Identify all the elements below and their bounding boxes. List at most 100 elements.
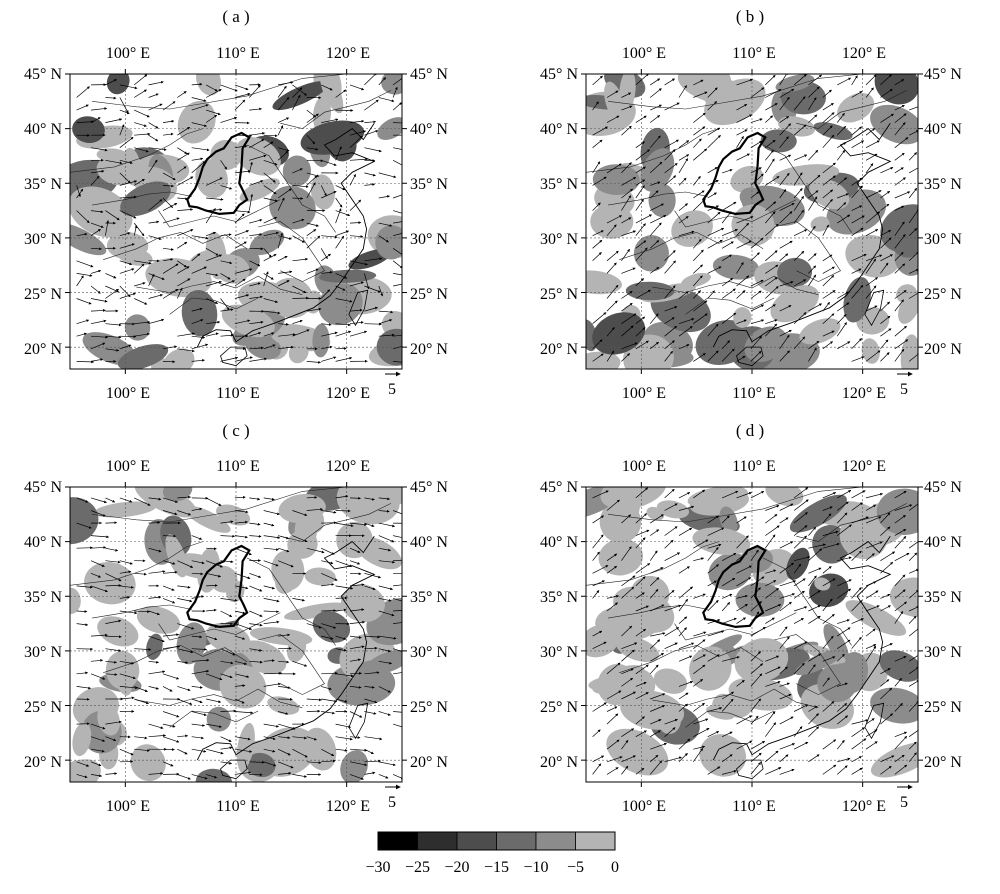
- wind-vectors: [592, 487, 918, 775]
- colorbar-tick-2: −25: [405, 859, 430, 876]
- panel-a-y-right-4: 30° N: [410, 231, 448, 248]
- shade-patch: [287, 635, 307, 663]
- shade-patch: [586, 624, 620, 658]
- colorbar-swatches: [377, 831, 616, 851]
- shade-patch: [269, 185, 316, 230]
- shade-patch: [586, 319, 598, 352]
- panel-a-x-top-2: 110° E: [216, 45, 260, 62]
- panel-d-x-top-2: 110° E: [732, 458, 776, 475]
- panel-c-y-left-3: 35° N: [24, 589, 62, 606]
- shade-patch: [72, 722, 92, 757]
- wind-vectors: [592, 74, 918, 362]
- taiwan-island: [348, 289, 369, 327]
- panel-c-y-right-5: 25° N: [410, 699, 448, 716]
- panel-d-y-right-5: 25° N: [924, 699, 962, 716]
- panel-c-y-right-6: 20° N: [410, 754, 448, 771]
- shade-patch: [734, 638, 789, 683]
- shade-patch: [656, 500, 690, 519]
- panel-c-y-right-4: 30° N: [410, 644, 448, 661]
- panel-d-x-bot-1: 100° E: [622, 798, 666, 815]
- coastline: [712, 122, 892, 348]
- wind-vectors: [76, 74, 402, 364]
- panel-c-y-left-6: 20° N: [24, 754, 62, 771]
- shade-patch: [706, 705, 735, 720]
- shade-patch: [136, 606, 181, 634]
- frame-ticks: [65, 69, 407, 374]
- panel-b-y-right-5: 25° N: [924, 286, 962, 303]
- shade-patch: [355, 487, 402, 508]
- shade-patch: [319, 74, 344, 114]
- panel-d-y-right-3: 35° N: [924, 589, 962, 606]
- shade-patch: [630, 575, 670, 613]
- taiwan-island: [864, 289, 885, 327]
- panel-b-y-left-4: 30° N: [540, 231, 578, 248]
- shade-patch: [813, 122, 853, 141]
- shade-patch: [336, 521, 373, 559]
- panel-d-x-top-1: 100° E: [622, 458, 666, 475]
- shade-patch: [648, 183, 676, 218]
- shade-patch: [184, 505, 231, 533]
- shade-patch: [94, 501, 157, 518]
- panel-b-y-left-1: 45° N: [540, 66, 578, 83]
- shade-patch: [246, 752, 276, 778]
- shade-patch: [284, 602, 347, 621]
- panel-c-axes: 100° E 110° E 120° E 100° E 110° E 120° …: [24, 458, 448, 815]
- shade-patch: [633, 235, 669, 272]
- panel-a: ( a ) 100° E 110° E 120° E 100° E 110° E…: [24, 7, 448, 402]
- shade-patch: [876, 488, 918, 536]
- shade-patch: [106, 74, 130, 95]
- colorbar-tick-1: −30: [365, 859, 390, 876]
- colorbar-bin: [535, 831, 576, 851]
- panel-c-y-right-3: 35° N: [410, 589, 448, 606]
- panel-a-y-right-5: 25° N: [410, 286, 448, 303]
- panel-b-x-bot-3: 120° E: [842, 385, 886, 402]
- province-borders: [586, 74, 908, 315]
- study-region-outline: [186, 131, 251, 216]
- colorbar-bin: [417, 831, 458, 851]
- hainan-island: [220, 759, 248, 780]
- taiwan-island: [864, 702, 885, 740]
- shade-patch: [695, 319, 752, 366]
- panel-c: ( c ) 100° E 110° E 120° E 100° E 110° E…: [24, 421, 448, 815]
- frame-ticks: [581, 69, 923, 374]
- shade-patch: [134, 487, 197, 518]
- panel-c-y-right-2: 40° N: [410, 534, 448, 551]
- shade-patch: [70, 497, 99, 545]
- panel-d-label: ( d ): [736, 421, 764, 440]
- shade-patch: [837, 92, 875, 123]
- panel-c-y-left-5: 25° N: [24, 699, 62, 716]
- panel-d-y-right-1: 45° N: [924, 479, 962, 496]
- shade-patch: [588, 675, 634, 692]
- shade-patch: [845, 600, 907, 636]
- shade-patch: [896, 284, 917, 304]
- panel-d-axes: 100° E 110° E 120° E 100° E 110° E 120° …: [540, 458, 962, 815]
- panel-a-x-bot-3: 120° E: [326, 385, 370, 402]
- panel-a-y-left-2: 40° N: [24, 121, 62, 138]
- shade-patch: [699, 734, 747, 777]
- shade-patch: [765, 487, 804, 507]
- panel-d-x-top-3: 120° E: [842, 458, 886, 475]
- colorbar: −30 −25 −20 −15 −10 −5 0: [365, 831, 619, 876]
- shade-patch: [817, 664, 857, 703]
- study-region-outline: [702, 544, 767, 629]
- shade-patch: [195, 159, 228, 199]
- shade-patch: [724, 688, 754, 718]
- shade-patch: [210, 139, 242, 171]
- shade-patch: [72, 116, 105, 143]
- panel-d-x-bot-2: 110° E: [732, 798, 776, 815]
- shade-patch: [879, 650, 918, 682]
- province-borders: [70, 74, 392, 315]
- panel-b-x-top-3: 120° E: [842, 45, 886, 62]
- frame-ticks: [65, 482, 407, 787]
- shade-patch: [146, 633, 163, 660]
- panel-d-y-left-2: 40° N: [540, 534, 578, 551]
- shade-patch: [772, 164, 840, 186]
- shade-patch: [870, 742, 918, 778]
- coastline: [196, 535, 376, 761]
- panel-b-y-right-2: 40° N: [924, 121, 962, 138]
- panel-d-ref-label: 5: [900, 794, 908, 811]
- panel-c-label: ( c ): [222, 421, 249, 440]
- colorbar-bin: [377, 831, 418, 851]
- shade-patch: [376, 328, 402, 366]
- shade-patch: [795, 649, 844, 676]
